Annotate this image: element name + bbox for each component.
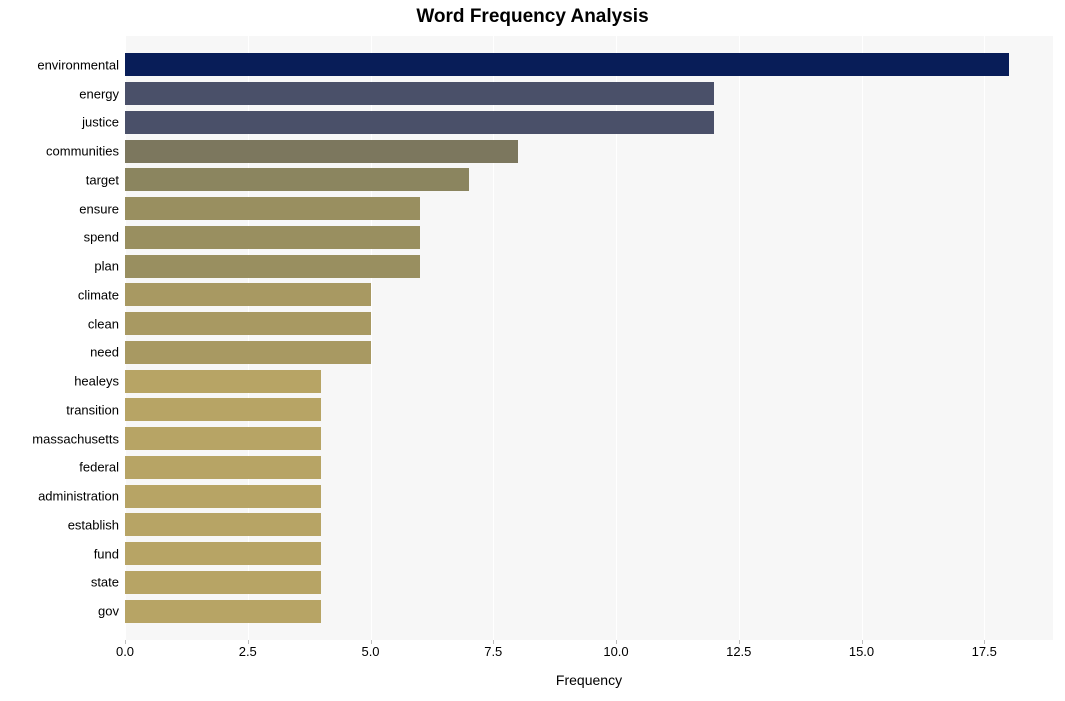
bar bbox=[125, 513, 321, 536]
bar bbox=[125, 197, 420, 220]
y-tick-label: energy bbox=[79, 86, 119, 101]
bar bbox=[125, 168, 469, 191]
bar-row bbox=[125, 312, 1053, 335]
bar bbox=[125, 341, 371, 364]
bar bbox=[125, 140, 518, 163]
y-tick-label: communities bbox=[46, 144, 119, 159]
y-tick-label: healeys bbox=[74, 374, 119, 389]
bar bbox=[125, 226, 420, 249]
bar-row bbox=[125, 255, 1053, 278]
bar-row bbox=[125, 485, 1053, 508]
y-tick-label: need bbox=[90, 345, 119, 360]
x-tick-label: 12.5 bbox=[726, 644, 751, 659]
bar bbox=[125, 111, 714, 134]
y-tick-label: fund bbox=[94, 546, 119, 561]
bar-row bbox=[125, 53, 1053, 76]
y-tick-label: plan bbox=[94, 259, 119, 274]
bar bbox=[125, 255, 420, 278]
bar-row bbox=[125, 283, 1053, 306]
chart-title: Word Frequency Analysis bbox=[0, 6, 1065, 28]
x-axis-label: Frequency bbox=[125, 672, 1053, 688]
y-tick-label: transition bbox=[66, 402, 119, 417]
y-tick-label: state bbox=[91, 575, 119, 590]
bar-row bbox=[125, 542, 1053, 565]
y-tick-label: climate bbox=[78, 287, 119, 302]
y-tick-label: clean bbox=[88, 316, 119, 331]
bar-row bbox=[125, 456, 1053, 479]
bar-row bbox=[125, 82, 1053, 105]
x-tick-label: 5.0 bbox=[361, 644, 379, 659]
bar-row bbox=[125, 600, 1053, 623]
bar bbox=[125, 53, 1009, 76]
bar-row bbox=[125, 341, 1053, 364]
bar-row bbox=[125, 111, 1053, 134]
bar-row bbox=[125, 513, 1053, 536]
plot-area bbox=[125, 36, 1053, 640]
bar bbox=[125, 82, 714, 105]
y-tick-label: spend bbox=[84, 230, 119, 245]
y-tick-label: justice bbox=[82, 115, 119, 130]
y-tick-label: federal bbox=[79, 460, 119, 475]
y-tick-label: target bbox=[86, 172, 119, 187]
bar-row bbox=[125, 398, 1053, 421]
bar bbox=[125, 370, 321, 393]
x-tick-label: 7.5 bbox=[484, 644, 502, 659]
x-tick-label: 17.5 bbox=[972, 644, 997, 659]
bar bbox=[125, 485, 321, 508]
x-tick-label: 10.0 bbox=[603, 644, 628, 659]
bar-row bbox=[125, 370, 1053, 393]
y-tick-label: environmental bbox=[37, 57, 119, 72]
bar bbox=[125, 600, 321, 623]
x-tick-label: 15.0 bbox=[849, 644, 874, 659]
bar-row bbox=[125, 168, 1053, 191]
bar bbox=[125, 312, 371, 335]
bar bbox=[125, 283, 371, 306]
y-tick-label: ensure bbox=[79, 201, 119, 216]
bar bbox=[125, 398, 321, 421]
x-tick-label: 2.5 bbox=[239, 644, 257, 659]
bar-row bbox=[125, 226, 1053, 249]
bar-row bbox=[125, 571, 1053, 594]
word-frequency-chart: Word Frequency Analysis Frequency 0.0 2.5… bbox=[0, 0, 1065, 701]
y-tick-label: gov bbox=[98, 604, 119, 619]
bar-row bbox=[125, 197, 1053, 220]
bar bbox=[125, 542, 321, 565]
x-tick-label: 0.0 bbox=[116, 644, 134, 659]
bar bbox=[125, 571, 321, 594]
bar-row bbox=[125, 427, 1053, 450]
bar bbox=[125, 427, 321, 450]
y-tick-label: administration bbox=[38, 489, 119, 504]
bar-row bbox=[125, 140, 1053, 163]
y-tick-label: massachusetts bbox=[32, 431, 119, 446]
bar bbox=[125, 456, 321, 479]
y-tick-label: establish bbox=[68, 517, 119, 532]
